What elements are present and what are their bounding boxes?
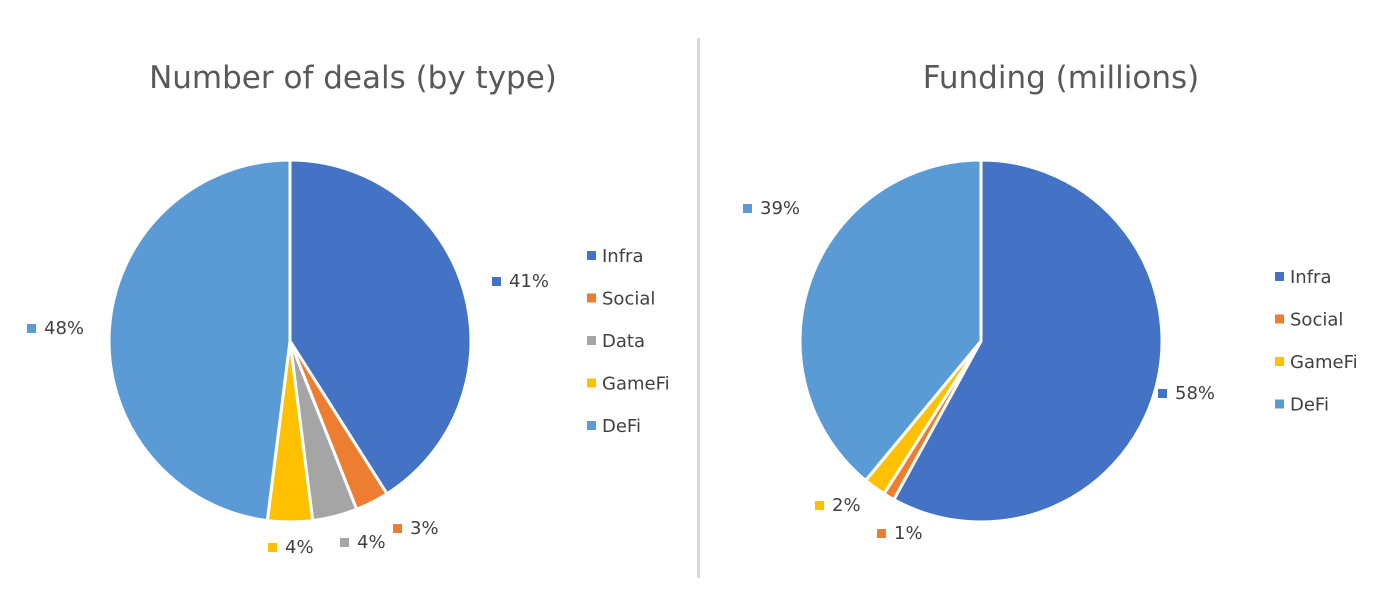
data-label-marker: [340, 538, 349, 547]
data-label-defi: 48%: [27, 318, 84, 339]
legend-label: Data: [602, 331, 645, 352]
legend-item-social: Social: [1275, 310, 1343, 331]
legend-item-data: Data: [587, 331, 645, 352]
legend-swatch: [587, 293, 596, 303]
data-label-text: 3%: [410, 518, 439, 539]
legend-item-social: Social: [587, 289, 655, 310]
legend-label: DeFi: [1290, 395, 1329, 416]
chart-title: Number of deals (by type): [149, 60, 557, 96]
pie-slices: [107, 158, 473, 524]
deals-pie-chart: Number of deals (by type) 41% 3% 4% 4% 48% I…: [27, 60, 670, 558]
data-label-marker: [1158, 389, 1167, 398]
data-label-text: 4%: [357, 532, 386, 553]
legend: Infra Social GameFi DeFi: [1275, 267, 1358, 416]
data-labels: 58% 1% 2% 39%: [743, 198, 1215, 544]
legend-item-defi: DeFi: [1275, 395, 1329, 416]
data-label-text: 58%: [1175, 383, 1215, 404]
data-label-text: 41%: [509, 271, 549, 292]
data-label-text: 39%: [760, 198, 800, 219]
data-label-gamefi: 2%: [815, 495, 861, 516]
legend: Infra Social Data GameFi DeFi: [587, 246, 670, 437]
legend-swatch: [587, 251, 596, 260]
legend-label: GameFi: [1290, 352, 1358, 373]
pie-slice-defi: [798, 158, 983, 482]
data-label-marker: [268, 543, 277, 552]
data-labels: 41% 3% 4% 4% 48%: [27, 271, 549, 558]
data-label-marker: [743, 204, 752, 213]
legend-swatch: [1275, 314, 1284, 324]
legend-swatch: [587, 378, 596, 388]
data-label-text: 1%: [894, 523, 923, 544]
pie-slice-infra: [892, 158, 1164, 524]
legend-swatch: [1275, 357, 1284, 366]
data-label-defi: 39%: [743, 198, 800, 219]
panel-divider: [697, 38, 700, 578]
legend-swatch: [587, 336, 596, 345]
data-label-data: 4%: [340, 532, 386, 553]
legend-label: Infra: [602, 246, 643, 267]
pie-slices: [798, 158, 1164, 524]
legend-swatch: [1275, 399, 1284, 409]
pie-slice-defi: [107, 158, 292, 523]
data-label-infra: 41%: [492, 271, 549, 292]
funding-pie-chart: Funding (millions) 58% 1% 2% 39% Infra Socia…: [743, 60, 1358, 544]
legend-swatch: [1275, 272, 1284, 281]
legend-item-gamefi: GameFi: [1275, 352, 1358, 373]
data-label-text: 2%: [832, 495, 861, 516]
legend-item-infra: Infra: [1275, 267, 1331, 288]
legend-swatch: [587, 421, 596, 430]
data-label-marker: [393, 524, 402, 533]
legend-item-defi: DeFi: [587, 416, 641, 437]
data-label-marker: [877, 529, 886, 538]
data-label-text: 4%: [285, 537, 314, 558]
legend-label: GameFi: [602, 374, 670, 395]
data-label-gamefi: 4%: [268, 537, 314, 558]
data-label-social: 1%: [877, 523, 923, 544]
legend-item-infra: Infra: [587, 246, 643, 267]
legend-label: Social: [1290, 310, 1343, 331]
data-label-social: 3%: [393, 518, 439, 539]
data-label-marker: [492, 277, 501, 286]
data-label-marker: [27, 324, 36, 333]
data-label-marker: [815, 501, 824, 510]
data-label-text: 48%: [44, 318, 84, 339]
chart-title: Funding (millions): [923, 60, 1200, 96]
legend-label: Infra: [1290, 267, 1331, 288]
legend-label: DeFi: [602, 416, 641, 437]
legend-label: Social: [602, 289, 655, 310]
data-label-infra: 58%: [1158, 383, 1215, 404]
legend-item-gamefi: GameFi: [587, 374, 670, 395]
